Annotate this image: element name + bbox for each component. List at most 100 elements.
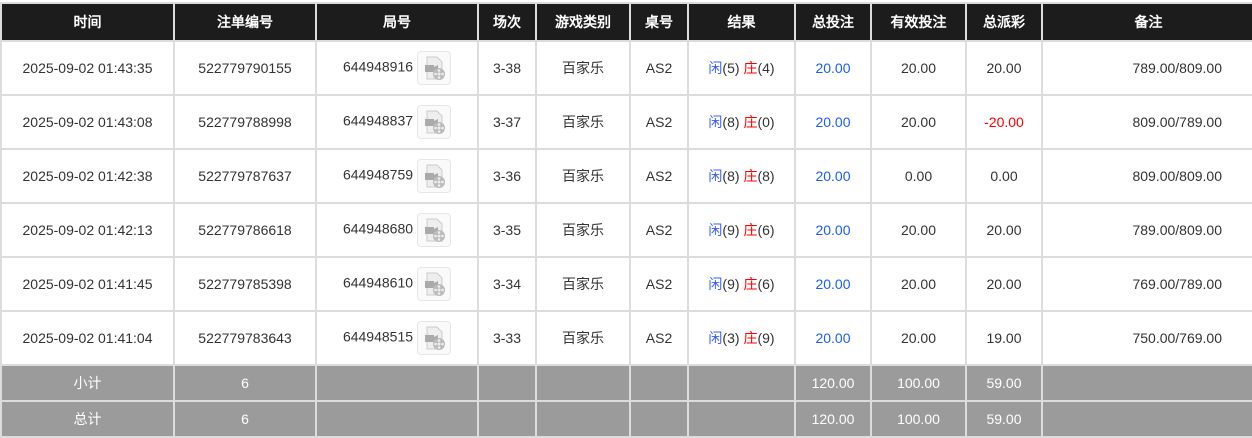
table-no-cell: AS2 — [629, 94, 689, 150]
summary-payout: 59.00 — [965, 400, 1043, 438]
table-no-cell: AS2 — [629, 148, 689, 204]
remark-cell: 809.00/809.00 — [1041, 148, 1252, 204]
player-label: 闲 — [708, 330, 723, 346]
time-cell: 2025-09-02 01:41:04 — [0, 310, 175, 366]
time-cell: 2025-09-02 01:41:45 — [0, 256, 175, 312]
player-label: 闲 — [708, 222, 723, 238]
time-cell: 2025-09-02 01:43:08 — [0, 94, 175, 150]
summary-total-bet: 120.00 — [794, 364, 872, 402]
result-cell: 闲(5) 庄(4) — [687, 40, 796, 96]
player-score: (5) — [722, 60, 740, 76]
payout-cell: 20.00 — [965, 40, 1043, 96]
game-type-cell: 百家乐 — [535, 202, 631, 258]
game-type-cell: 百家乐 — [535, 40, 631, 96]
total-bet-cell: 20.00 — [794, 256, 872, 312]
summary-count: 6 — [173, 400, 317, 438]
total-bet-cell: 20.00 — [794, 310, 872, 366]
bet-id-cell: 522779785398 — [173, 256, 317, 312]
video-replay-icon[interactable] — [417, 213, 452, 247]
shoe-cell: 3-38 — [477, 40, 537, 96]
video-replay-icon[interactable] — [417, 159, 452, 193]
table-row: 2025-09-02 01:42:13 522779786618 644948680… — [0, 202, 1252, 258]
valid-bet-cell: 20.00 — [870, 94, 967, 150]
table-row: 2025-09-02 01:43:35 522779790155 644948916… — [0, 40, 1252, 96]
shoe-cell: 3-33 — [477, 310, 537, 366]
total-row: 总计 6 120.00 100.00 59.00 — [0, 400, 1252, 438]
header-remark: 备注 — [1041, 2, 1252, 42]
video-replay-icon[interactable] — [417, 51, 452, 85]
round-id: 644948680 — [342, 220, 414, 237]
bet-id-cell: 522779783643 — [173, 310, 317, 366]
round-id-cell: 644948837 — [315, 94, 479, 150]
header-valid-bet: 有效投注 — [870, 2, 967, 42]
header-payout: 总派彩 — [965, 2, 1043, 42]
shoe-cell: 3-35 — [477, 202, 537, 258]
banker-label: 庄 — [743, 60, 758, 76]
result-cell: 闲(9) 庄(6) — [687, 256, 796, 312]
banker-label: 庄 — [743, 330, 758, 346]
round-id: 644948916 — [342, 58, 414, 75]
header-bet-id: 注单编号 — [173, 2, 317, 42]
payout-cell: -20.00 — [965, 94, 1043, 150]
remark-cell: 769.00/789.00 — [1041, 256, 1252, 312]
player-label: 闲 — [708, 114, 723, 130]
summary-label: 总计 — [0, 400, 175, 438]
video-replay-icon[interactable] — [417, 105, 452, 139]
banker-label: 庄 — [743, 276, 758, 292]
video-replay-icon[interactable] — [417, 321, 452, 355]
remark-cell: 750.00/769.00 — [1041, 310, 1252, 366]
player-score: (8) — [722, 114, 740, 130]
table-row: 2025-09-02 01:42:38 522779787637 644948759… — [0, 148, 1252, 204]
subtotal-row: 小计 6 120.00 100.00 59.00 — [0, 364, 1252, 402]
bet-id-cell: 522779790155 — [173, 40, 317, 96]
player-score: (3) — [722, 330, 740, 346]
valid-bet-cell: 20.00 — [870, 40, 967, 96]
bet-id-cell: 522779787637 — [173, 148, 317, 204]
round-id: 644948515 — [342, 328, 414, 345]
result-cell: 闲(8) 庄(0) — [687, 94, 796, 150]
table-row: 2025-09-02 01:41:04 522779783643 644948515… — [0, 310, 1252, 366]
bet-id-cell: 522779788998 — [173, 94, 317, 150]
total-bet-cell: 20.00 — [794, 202, 872, 258]
banker-score: (8) — [757, 168, 775, 184]
table-no-cell: AS2 — [629, 40, 689, 96]
banker-label: 庄 — [743, 114, 758, 130]
round-id-cell: 644948610 — [315, 256, 479, 312]
player-score: (8) — [722, 168, 740, 184]
time-cell: 2025-09-02 01:42:38 — [0, 148, 175, 204]
summary-valid-bet: 100.00 — [870, 400, 967, 438]
valid-bet-cell: 20.00 — [870, 310, 967, 366]
table-row: 2025-09-02 01:43:08 522779788998 644948837… — [0, 94, 1252, 150]
total-bet-cell: 20.00 — [794, 94, 872, 150]
summary-total-bet: 120.00 — [794, 400, 872, 438]
valid-bet-cell: 20.00 — [870, 256, 967, 312]
result-cell: 闲(8) 庄(8) — [687, 148, 796, 204]
header-table-no: 桌号 — [629, 2, 689, 42]
table-no-cell: AS2 — [629, 202, 689, 258]
bet-id-cell: 522779786618 — [173, 202, 317, 258]
banker-score: (6) — [757, 222, 775, 238]
header-game-type: 游戏类别 — [535, 2, 631, 42]
shoe-cell: 3-34 — [477, 256, 537, 312]
summary-label: 小计 — [0, 364, 175, 402]
header-time: 时间 — [0, 2, 175, 42]
round-id: 644948610 — [342, 274, 414, 291]
banker-score: (6) — [757, 276, 775, 292]
summary-payout: 59.00 — [965, 364, 1043, 402]
valid-bet-cell: 20.00 — [870, 202, 967, 258]
player-score: (9) — [722, 222, 740, 238]
shoe-cell: 3-37 — [477, 94, 537, 150]
time-cell: 2025-09-02 01:43:35 — [0, 40, 175, 96]
result-cell: 闲(3) 庄(9) — [687, 310, 796, 366]
video-replay-icon[interactable] — [417, 267, 452, 301]
table-row: 2025-09-02 01:41:45 522779785398 644948610… — [0, 256, 1252, 312]
round-id-cell: 644948680 — [315, 202, 479, 258]
remark-cell: 789.00/809.00 — [1041, 40, 1252, 96]
player-label: 闲 — [708, 168, 723, 184]
round-id: 644948759 — [342, 166, 414, 183]
round-id-cell: 644948515 — [315, 310, 479, 366]
banker-score: (9) — [757, 330, 775, 346]
result-cell: 闲(9) 庄(6) — [687, 202, 796, 258]
game-type-cell: 百家乐 — [535, 256, 631, 312]
round-id: 644948837 — [342, 112, 414, 129]
